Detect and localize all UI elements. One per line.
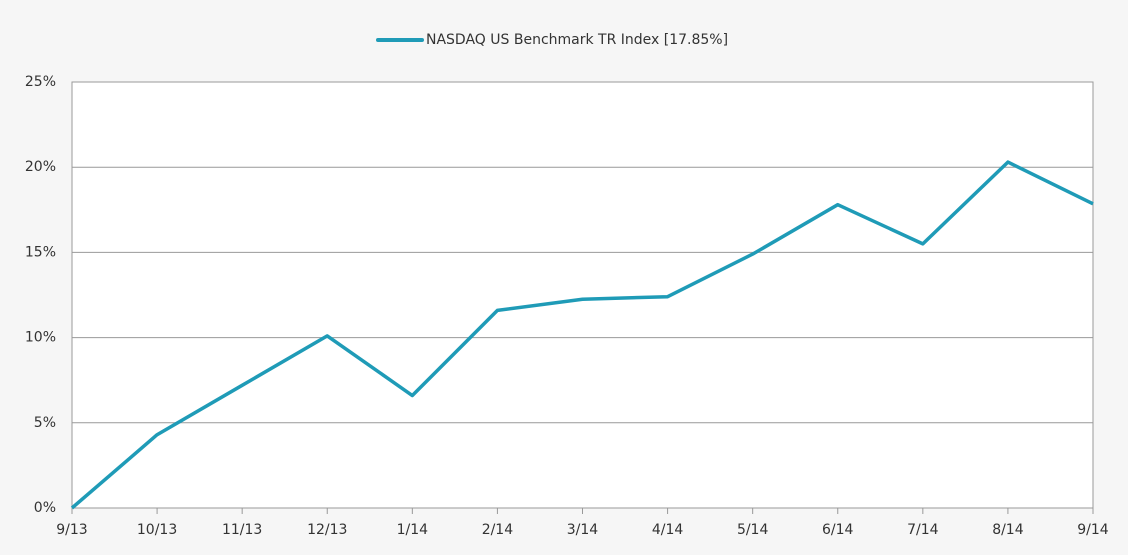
x-tick-label: 12/13 bbox=[307, 522, 347, 538]
x-tick-label: 10/13 bbox=[137, 522, 177, 538]
x-tick-label: 6/14 bbox=[822, 522, 854, 538]
y-tick-label: 20% bbox=[25, 159, 56, 175]
y-tick-label: 10% bbox=[25, 330, 56, 346]
x-tick-label: 8/14 bbox=[992, 522, 1024, 538]
x-tick-label: 9/13 bbox=[56, 522, 87, 538]
x-tick-label: 11/13 bbox=[222, 522, 262, 538]
x-tick-label: 3/14 bbox=[567, 522, 599, 538]
x-tick-label: 4/14 bbox=[652, 522, 684, 538]
x-tick-label: 2/14 bbox=[482, 522, 514, 538]
x-tick-label: 5/14 bbox=[737, 522, 769, 538]
legend-label: NASDAQ US Benchmark TR Index [17.85%] bbox=[426, 32, 728, 48]
y-tick-label: 0% bbox=[34, 500, 56, 516]
plot-area bbox=[71, 81, 1094, 509]
x-tick-label: 7/14 bbox=[907, 522, 939, 538]
series-line bbox=[70, 160, 1094, 510]
x-tick-label: 1/14 bbox=[397, 522, 429, 538]
y-tick-label: 5% bbox=[34, 415, 56, 431]
y-tick-label: 25% bbox=[25, 74, 56, 90]
x-tick-label: 9/14 bbox=[1077, 522, 1109, 538]
y-tick-label: 15% bbox=[25, 244, 56, 260]
